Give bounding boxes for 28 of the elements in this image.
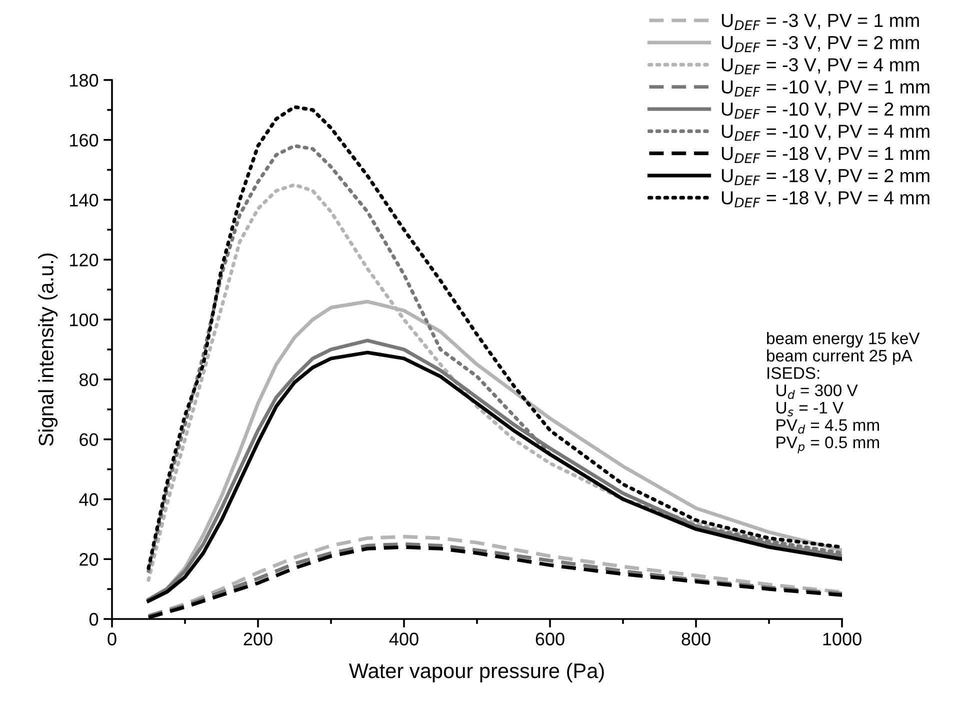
x-tick-label: 600 <box>536 632 564 646</box>
y-tick-label: 60 <box>80 433 98 446</box>
y-tick-label: 100 <box>70 313 98 326</box>
y-tick-label: 0 <box>89 612 98 626</box>
legend-label: U$_{DEF}$ = -18 V, PV = 1 mm <box>722 146 930 163</box>
y-tick-label: 160 <box>70 134 98 147</box>
y-tick-label: 140 <box>70 194 98 206</box>
x-tick-label: 0 <box>108 632 116 646</box>
legend-label: U$_{DEF}$ = -18 V, PV = 2 mm <box>722 168 930 186</box>
legend-label: U$_{DEF}$ = -10 V, PV = 4 mm <box>722 124 930 141</box>
y-axis-title: Signal intensity (a.u.) <box>38 254 58 446</box>
x-tick-label: 200 <box>244 632 272 646</box>
y-tick-label: 40 <box>79 493 98 506</box>
legend-label: U$_{DEF}$ = -10 V, PV = 2 mm <box>722 102 930 119</box>
y-tick-label: 120 <box>70 254 98 266</box>
legend-label: U$_{DEF}$ = -3 V, PV = 2 mm <box>722 36 919 52</box>
legend-label: U$_{DEF}$ = -10 V, PV = 1 mm <box>722 80 930 96</box>
legend-label: U$_{DEF}$ = -18 V, PV = 4 mm <box>722 191 930 208</box>
text: beam energy 15 keV beam current 25 pA ISEDS: U$_{d}$ = 300 V U$_{s}$ = -1 V PV$_{d}$ = 4.5 mm PV$_{p}$ = 0.5 mm <box>767 332 920 454</box>
legend-label: U$_{DEF}$ = -3 V, PV = 4 mm <box>722 58 919 74</box>
legend-label: U$_{DEF}$ = -3 V, PV = 1 mm <box>722 14 919 30</box>
x-axis-title: Water vapour pressure (Pa) <box>348 662 604 682</box>
x-tick-label: 800 <box>682 632 710 646</box>
y-tick-label: 180 <box>70 74 98 87</box>
y-tick-label: 80 <box>80 373 98 386</box>
x-tick-label: 1000 <box>823 632 862 646</box>
y-tick-label: 20 <box>80 553 98 566</box>
x-tick-label: 400 <box>389 632 418 646</box>
